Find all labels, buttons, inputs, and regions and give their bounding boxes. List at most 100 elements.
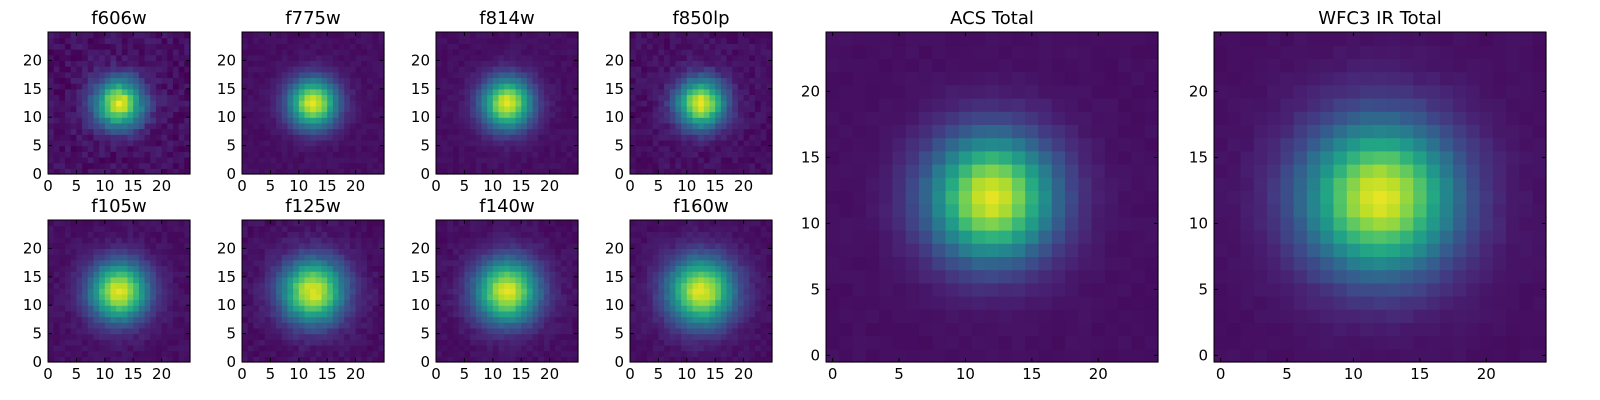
heatmap-cell	[172, 333, 180, 340]
heatmap-cell	[475, 43, 483, 50]
heatmap-cell	[167, 356, 174, 363]
heatmap-cell	[87, 225, 95, 232]
heatmap-cell	[698, 327, 705, 335]
heatmap-cell	[635, 271, 642, 278]
heatmap-cell	[99, 168, 106, 175]
heatmap-cell	[304, 100, 311, 107]
heatmap-cell	[133, 225, 140, 232]
heatmap-cell	[121, 151, 129, 158]
heatmap-cell	[121, 32, 129, 39]
heatmap-cell	[104, 139, 112, 147]
heatmap-cell	[749, 350, 756, 357]
heatmap-cell	[681, 276, 688, 284]
heatmap-cell	[310, 145, 317, 152]
heatmap-cell	[53, 71, 60, 79]
heatmap-cell	[538, 111, 545, 118]
heatmap-cell	[167, 259, 174, 267]
heatmap-cell	[121, 139, 129, 147]
heatmap-cell	[184, 66, 191, 73]
heatmap-cell	[509, 43, 517, 50]
heatmap-cell	[732, 134, 739, 141]
heatmap-cell	[155, 333, 163, 340]
heatmap-cell	[99, 242, 106, 249]
heatmap-cell	[572, 322, 579, 329]
heatmap-cell	[366, 344, 374, 352]
heatmap-cell	[458, 71, 465, 79]
heatmap-cell	[538, 54, 545, 61]
heatmap-cell	[566, 117, 573, 124]
heatmap-cell	[641, 316, 648, 323]
heatmap-cell	[104, 117, 112, 124]
heatmap-cell	[692, 71, 699, 79]
heatmap-cell	[178, 276, 185, 284]
heatmap-cell	[127, 54, 134, 61]
heatmap-cell	[509, 37, 517, 44]
heatmap-cell	[664, 60, 671, 67]
panel-title: f140w	[479, 196, 534, 217]
heatmap-cell	[560, 316, 568, 323]
heatmap-cell	[59, 77, 66, 84]
heatmap-cell	[270, 100, 277, 107]
heatmap-cell	[344, 288, 351, 295]
heatmap-cell	[281, 282, 289, 289]
heatmap-cell	[669, 94, 677, 101]
heatmap-cell	[144, 237, 151, 244]
heatmap-cell	[692, 128, 699, 135]
heatmap-cell	[276, 139, 283, 147]
heatmap-cell	[172, 71, 180, 79]
heatmap-cell	[315, 350, 323, 357]
heatmap-cell	[184, 32, 191, 39]
heatmap-cell	[184, 248, 191, 255]
heatmap-cell	[709, 316, 716, 323]
heatmap-cell	[253, 259, 260, 267]
heatmap-cell	[754, 37, 762, 44]
heatmap-cell	[287, 134, 294, 141]
heatmap-cell	[116, 293, 123, 301]
heatmap-cell	[87, 327, 95, 335]
heatmap-cell	[242, 71, 249, 79]
heatmap-cell	[366, 49, 374, 56]
heatmap-cell	[686, 356, 694, 363]
heatmap-cell	[560, 288, 568, 295]
heatmap-cell	[87, 134, 95, 141]
heatmap-cell	[766, 139, 773, 147]
heatmap-cell	[749, 37, 756, 44]
heatmap-cell	[327, 105, 334, 113]
heatmap-cell	[59, 288, 66, 295]
heatmap-cell	[93, 276, 100, 284]
x-tick-label: 5	[654, 177, 664, 195]
heatmap-cell	[104, 49, 112, 56]
heatmap-cell	[647, 293, 654, 301]
heatmap-cell	[664, 100, 671, 107]
heatmap-cell	[703, 128, 711, 135]
heatmap-cell	[116, 71, 123, 79]
heatmap-cell	[732, 128, 739, 135]
heatmap-cell	[349, 71, 357, 79]
heatmap-cell	[70, 117, 77, 124]
heatmap-cell	[538, 220, 545, 227]
heatmap-cell	[749, 156, 756, 164]
heatmap-cell	[715, 288, 722, 295]
heatmap-cell	[658, 356, 665, 363]
heatmap-cell	[361, 293, 368, 301]
heatmap-cell	[630, 54, 637, 61]
heatmap-cell	[304, 128, 311, 135]
heatmap-cell	[669, 276, 677, 284]
heatmap-cell	[549, 310, 556, 318]
heatmap-cell	[315, 339, 323, 346]
heatmap-cell	[332, 265, 340, 272]
heatmap-cell	[470, 254, 477, 261]
heatmap-cell	[732, 71, 739, 79]
heatmap-cell	[709, 305, 716, 312]
heatmap-cell	[709, 333, 716, 340]
heatmap-cell	[48, 151, 55, 158]
heatmap-cell	[532, 94, 539, 101]
heatmap-cell	[498, 117, 505, 124]
heatmap-cell	[321, 88, 328, 96]
heatmap-cell	[436, 254, 443, 261]
panel-title: f814w	[479, 8, 534, 29]
heatmap-cell	[698, 105, 705, 113]
heatmap-cell	[492, 231, 500, 238]
heatmap-cell	[464, 162, 471, 169]
heatmap-cell	[281, 83, 289, 90]
